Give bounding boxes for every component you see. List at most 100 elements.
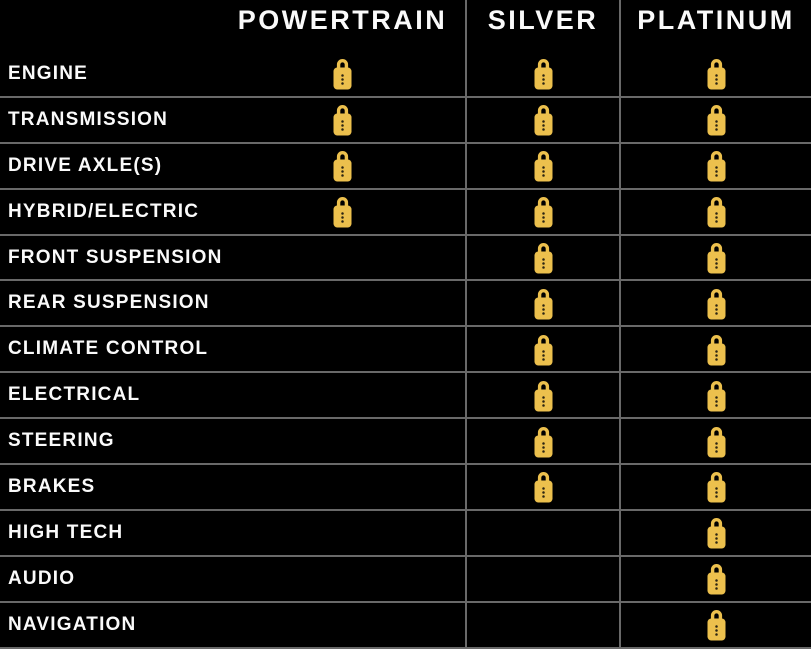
cell-powertrain: [220, 465, 465, 509]
row-label: ELECTRICAL: [8, 384, 141, 406]
cell-powertrain: [220, 373, 465, 417]
cell-silver: [465, 419, 619, 464]
row-label: FRONT SUSPENSION: [8, 246, 223, 268]
lock-icon: [333, 151, 352, 182]
cell-platinum: [619, 373, 811, 418]
lock-icon: [707, 518, 725, 549]
lock-icon: [707, 426, 725, 458]
row-label: STEERING: [8, 430, 115, 452]
cell-platinum: [619, 97, 811, 142]
cell-powertrain: [220, 52, 465, 96]
table-row: REAR SUSPENSION: [0, 281, 811, 328]
row-label: BRAKES: [8, 475, 96, 497]
row-label-cell: AUDIO: [0, 557, 220, 601]
column-header-label: POWERTRAIN: [237, 5, 448, 35]
cell-powertrain: [220, 236, 465, 280]
lock-icon: [707, 288, 725, 320]
lock-icon: [534, 426, 552, 458]
lock-icon: [707, 59, 725, 90]
table-row: TRANSMISSION: [0, 97, 811, 144]
cell-platinum: [619, 602, 811, 647]
lock-icon: [707, 564, 725, 595]
cell-silver: [465, 373, 619, 418]
table-row: AUDIO: [0, 556, 811, 603]
row-label: DRIVE AXLE(S): [8, 154, 163, 176]
cell-powertrain: [220, 190, 465, 234]
lock-icon: [707, 151, 725, 182]
cell-platinum: [619, 419, 811, 464]
lock-icon: [534, 243, 552, 274]
lock-icon: [333, 59, 352, 90]
row-label: AUDIO: [8, 567, 76, 589]
row-label-cell: DRIVE AXLE(S): [0, 144, 220, 188]
row-label: HIGH TECH: [8, 521, 124, 543]
cell-silver: [465, 143, 619, 188]
row-label-cell: BRAKES: [0, 465, 220, 509]
table-row: ENGINE: [0, 52, 811, 98]
lock-icon: [707, 197, 725, 228]
row-label: TRANSMISSION: [8, 108, 169, 130]
table-row: CLIMATE CONTROL: [0, 327, 811, 374]
lock-icon: [707, 243, 725, 274]
lock-icon: [534, 151, 552, 182]
cell-silver: [465, 327, 619, 372]
lock-icon: [534, 288, 552, 320]
column-header-platinum: PLATINUM: [619, 0, 811, 52]
cell-silver: [465, 465, 619, 509]
cell-powertrain: [220, 144, 465, 188]
lock-icon: [707, 334, 725, 366]
cell-powertrain: [220, 603, 465, 647]
cell-platinum: [619, 465, 811, 509]
lock-icon: [707, 380, 725, 412]
table-row: NAVIGATION: [0, 602, 811, 649]
cell-silver: [465, 189, 619, 234]
row-label: ENGINE: [8, 62, 89, 84]
row-label-cell: CLIMATE CONTROL: [0, 327, 220, 371]
cell-silver: [465, 235, 619, 280]
cell-silver: [465, 510, 619, 555]
cell-powertrain: [220, 327, 465, 371]
cell-powertrain: [220, 511, 465, 555]
row-label-cell: REAR SUSPENSION: [0, 281, 220, 325]
lock-icon: [534, 334, 552, 366]
cell-platinum: [619, 143, 811, 188]
column-header-label: PLATINUM: [637, 5, 795, 35]
cell-silver: [465, 97, 619, 142]
row-label-cell: HIGH TECH: [0, 511, 220, 555]
cell-platinum: [619, 281, 811, 326]
row-label: NAVIGATION: [8, 613, 137, 635]
lock-icon: [707, 610, 725, 641]
table-row: FRONT SUSPENSION: [0, 235, 811, 282]
cell-platinum: [619, 52, 811, 96]
cell-powertrain: [220, 98, 465, 142]
table-row: HIGH TECH: [0, 510, 811, 557]
lock-icon: [534, 197, 552, 228]
cell-silver: [465, 602, 619, 647]
lock-icon: [333, 105, 352, 136]
lock-icon: [333, 197, 352, 228]
row-label-cell: ENGINE: [0, 52, 220, 96]
cell-powertrain: [220, 557, 465, 601]
row-label-cell: ELECTRICAL: [0, 373, 220, 417]
cell-platinum: [619, 189, 811, 234]
table-row: HYBRID/ELECTRIC: [0, 189, 811, 236]
lock-icon: [534, 380, 552, 412]
cell-silver: [465, 281, 619, 326]
column-header-silver: SILVER: [465, 0, 619, 52]
row-label: HYBRID/ELECTRIC: [8, 200, 200, 222]
header-spacer: [0, 0, 220, 52]
cell-powertrain: [220, 419, 465, 463]
row-label-cell: HYBRID/ELECTRIC: [0, 190, 220, 234]
cell-silver: [465, 52, 619, 96]
row-label-cell: FRONT SUSPENSION: [0, 236, 223, 280]
lock-icon: [534, 105, 552, 136]
cell-platinum: [619, 327, 811, 372]
row-label: CLIMATE CONTROL: [8, 338, 209, 360]
lock-icon: [707, 472, 725, 503]
table-row: DRIVE AXLE(S): [0, 143, 811, 190]
cell-silver: [465, 556, 619, 601]
lock-icon: [707, 105, 725, 136]
row-label-cell: TRANSMISSION: [0, 98, 220, 142]
lock-icon: [534, 472, 552, 503]
